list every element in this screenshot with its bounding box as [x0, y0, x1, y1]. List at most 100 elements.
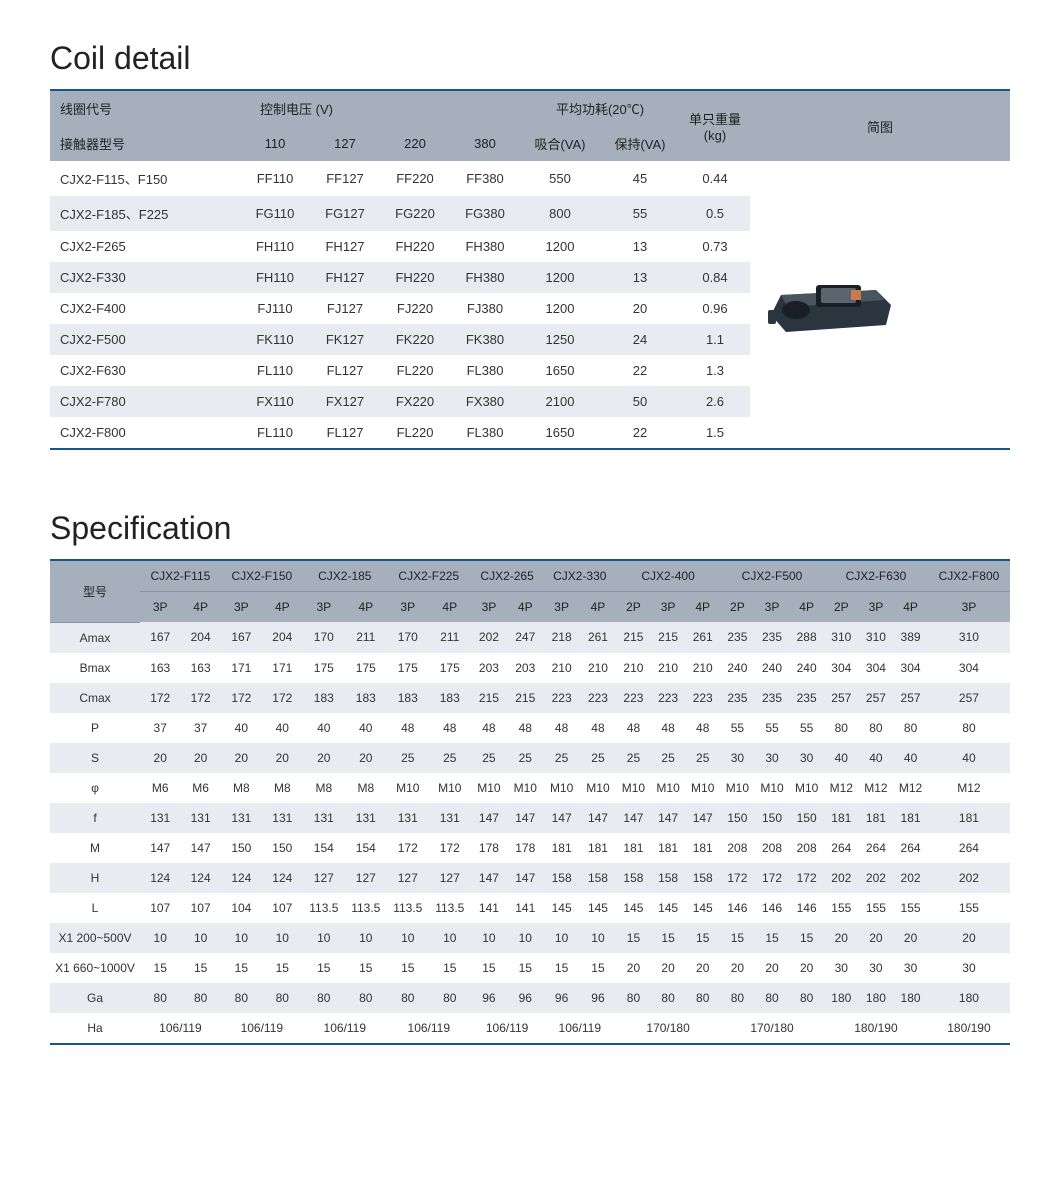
cell-value: 80 — [755, 983, 790, 1013]
cell-value: 240 — [755, 653, 790, 683]
cell-value: 203 — [507, 653, 543, 683]
cell-220: FK220 — [380, 324, 450, 355]
cell-110: FH110 — [240, 262, 310, 293]
th-voltage: 控制电压 (V) — [240, 90, 520, 126]
th-pole: 4P — [507, 592, 543, 623]
th-avg-power: 平均功耗(20℃) — [520, 90, 680, 126]
cell-value: 170/180 — [616, 1013, 720, 1044]
cell-value: 202 — [928, 863, 1010, 893]
cell-value: 163 — [180, 653, 220, 683]
cell-model: CJX2-F780 — [50, 386, 240, 417]
cell-value: 264 — [893, 833, 928, 863]
cell-value: 37 — [140, 713, 180, 743]
cell-value: 40 — [221, 713, 262, 743]
cell-param: Cmax — [50, 683, 140, 713]
cell-value: 235 — [720, 683, 755, 713]
cell-model: CJX2-F630 — [50, 355, 240, 386]
cell-110: FF110 — [240, 161, 310, 196]
cell-value: 264 — [928, 833, 1010, 863]
th-pole: 3P — [387, 592, 429, 623]
cell-value: 247 — [507, 622, 543, 653]
cell-value: 180/190 — [928, 1013, 1010, 1044]
cell-value: 131 — [140, 803, 180, 833]
cell-value: 180 — [859, 983, 894, 1013]
cell-value: 145 — [580, 893, 616, 923]
cell-value: 181 — [928, 803, 1010, 833]
cell-param: f — [50, 803, 140, 833]
cell-110: FX110 — [240, 386, 310, 417]
cell-value: 223 — [685, 683, 720, 713]
cell-param: Ha — [50, 1013, 140, 1044]
cell-value: 155 — [824, 893, 859, 923]
cell-value: 96 — [471, 983, 507, 1013]
cell-value: 155 — [893, 893, 928, 923]
cell-value: 131 — [429, 803, 471, 833]
cell-value: 15 — [140, 953, 180, 983]
th-pole: 2P — [824, 592, 859, 623]
cell-hold: 13 — [600, 262, 680, 293]
cell-value: 10 — [543, 923, 579, 953]
cell-value: 20 — [262, 743, 303, 773]
cell-value: 145 — [651, 893, 686, 923]
cell-value: 113.5 — [429, 893, 471, 923]
spec-row: Bmax163163171171175175175175203203210210… — [50, 653, 1010, 683]
th-model: CJX2-185 — [303, 560, 387, 592]
cell-value: 106/119 — [471, 1013, 544, 1044]
spec-row: H124124124124127127127127147147158158158… — [50, 863, 1010, 893]
cell-value: 264 — [824, 833, 859, 863]
cell-value: 202 — [471, 622, 507, 653]
cell-220: FH220 — [380, 231, 450, 262]
cell-value: 183 — [345, 683, 387, 713]
cell-value: 25 — [651, 743, 686, 773]
cell-value: 80 — [345, 983, 387, 1013]
cell-value: 150 — [262, 833, 303, 863]
cell-model: CJX2-F185、F225 — [50, 196, 240, 231]
cell-value: 124 — [221, 863, 262, 893]
cell-param: Bmax — [50, 653, 140, 683]
cell-value: 80 — [720, 983, 755, 1013]
th-pole: 3P — [140, 592, 180, 623]
cell-value: M12 — [824, 773, 859, 803]
cell-param: Amax — [50, 622, 140, 653]
cell-value: 25 — [685, 743, 720, 773]
cell-value: 170/180 — [720, 1013, 824, 1044]
cell-param: M — [50, 833, 140, 863]
cell-value: 150 — [221, 833, 262, 863]
cell-inrush: 1650 — [520, 355, 600, 386]
cell-model: CJX2-F400 — [50, 293, 240, 324]
cell-value: 15 — [471, 953, 507, 983]
cell-127: FL127 — [310, 417, 380, 449]
cell-220: FL220 — [380, 355, 450, 386]
cell-value: M12 — [893, 773, 928, 803]
cell-weight: 0.96 — [680, 293, 750, 324]
cell-value: 80 — [859, 713, 894, 743]
cell-value: 10 — [429, 923, 471, 953]
cell-value: 147 — [180, 833, 220, 863]
cell-value: 146 — [789, 893, 824, 923]
th-pole: 3P — [303, 592, 345, 623]
cell-value: 25 — [616, 743, 651, 773]
cell-value: 261 — [685, 622, 720, 653]
cell-value: 106/119 — [303, 1013, 387, 1044]
cell-value: 107 — [180, 893, 220, 923]
cell-value: 167 — [140, 622, 180, 653]
cell-value: 104 — [221, 893, 262, 923]
cell-value: 154 — [303, 833, 345, 863]
cell-value: 15 — [180, 953, 220, 983]
th-pole: 3P — [755, 592, 790, 623]
cell-value: 147 — [140, 833, 180, 863]
cell-value: 55 — [755, 713, 790, 743]
cell-model: CJX2-F115、F150 — [50, 161, 240, 196]
cell-value: 181 — [685, 833, 720, 863]
cell-value: 158 — [651, 863, 686, 893]
th-model: CJX2-400 — [616, 560, 720, 592]
th-coil-code: 线圈代号 — [50, 90, 240, 126]
cell-value: 210 — [580, 653, 616, 683]
th-pole: 3P — [651, 592, 686, 623]
cell-value: 20 — [345, 743, 387, 773]
th-model: CJX2-F225 — [387, 560, 471, 592]
cell-value: 181 — [543, 833, 579, 863]
cell-value: 210 — [543, 653, 579, 683]
cell-value: 15 — [303, 953, 345, 983]
cell-value: 25 — [580, 743, 616, 773]
